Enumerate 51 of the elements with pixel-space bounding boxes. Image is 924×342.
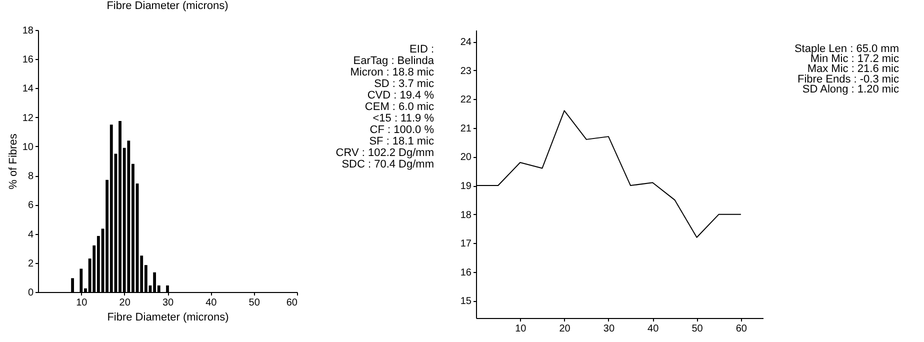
y-axis-title: % of Fibres: [7, 133, 20, 190]
y-tick-label: 17: [460, 238, 472, 250]
y-tick-label: 16: [22, 54, 34, 66]
text: <15 : 11.9 %: [372, 112, 434, 124]
x-tick-label: 30: [603, 324, 615, 334]
text: SDC : 70.4 Dg/mm: [342, 158, 434, 170]
y-tick-label: 0: [28, 288, 34, 298]
x-tick-label: 60: [286, 298, 298, 308]
text: Staple Len : 65.0 mm: [794, 43, 899, 56]
y-tick-label: 10: [22, 142, 34, 153]
chart-title: Fibre Diameter (microns): [106, 0, 228, 12]
y-tick-label: 22: [460, 94, 472, 106]
y-tick-label: 8: [28, 171, 34, 182]
text: EarTag : Belinda: [353, 55, 435, 68]
y-tick-label: 2: [28, 258, 34, 270]
text: Fibre Ends : -0.3 mic: [798, 73, 900, 86]
y-tick-label: 19: [460, 181, 472, 192]
x-tick-label: 40: [648, 324, 660, 334]
y-tick-label: 14: [22, 84, 34, 95]
y-tick-label: 6: [28, 200, 34, 212]
x-tick-label: 60: [736, 324, 748, 334]
y-tick-label: 18: [22, 26, 34, 36]
text: Micron : 18.8 mic: [350, 66, 434, 79]
x-tick-label: 40: [206, 298, 218, 308]
y-tick-label: 23: [460, 66, 472, 77]
x-tick-label: 20: [119, 298, 131, 308]
text: SF : 18.1 mic: [369, 135, 434, 148]
text: EID :: [410, 44, 434, 56]
y-tick-label: 21: [460, 123, 472, 134]
text: CEM : 6.0 mic: [364, 101, 434, 113]
y-tick-label: 4: [28, 229, 34, 240]
y-tick-label: 16: [460, 267, 472, 278]
text: Min Mic : 17.2 mic: [810, 53, 900, 66]
text: CF : 100.0 %: [370, 124, 434, 136]
x-axis-title: Fibre Diameter (microns): [107, 312, 229, 324]
y-tick-label: 12: [22, 112, 34, 124]
x-tick-label: 50: [248, 298, 260, 308]
text: SD : 3.7 mic: [374, 78, 434, 90]
x-tick-label: 50: [692, 324, 704, 334]
x-tick-label: 10: [76, 298, 88, 308]
y-tick-label: 24: [460, 37, 472, 48]
text: CRV : 102.2 Dg/mm: [336, 146, 434, 159]
x-tick-label: 10: [515, 324, 527, 334]
x-tick-label: 20: [559, 324, 571, 334]
y-tick-label: 20: [460, 152, 472, 164]
text: Max Mic : 21.6 mic: [807, 63, 900, 76]
y-tick-label: 15: [460, 296, 472, 308]
text: SD Along : 1.20 mic: [802, 83, 900, 96]
y-tick-label: 18: [460, 210, 472, 221]
text: CVD : 19.4 %: [367, 90, 434, 102]
x-tick-label: 30: [162, 298, 174, 308]
